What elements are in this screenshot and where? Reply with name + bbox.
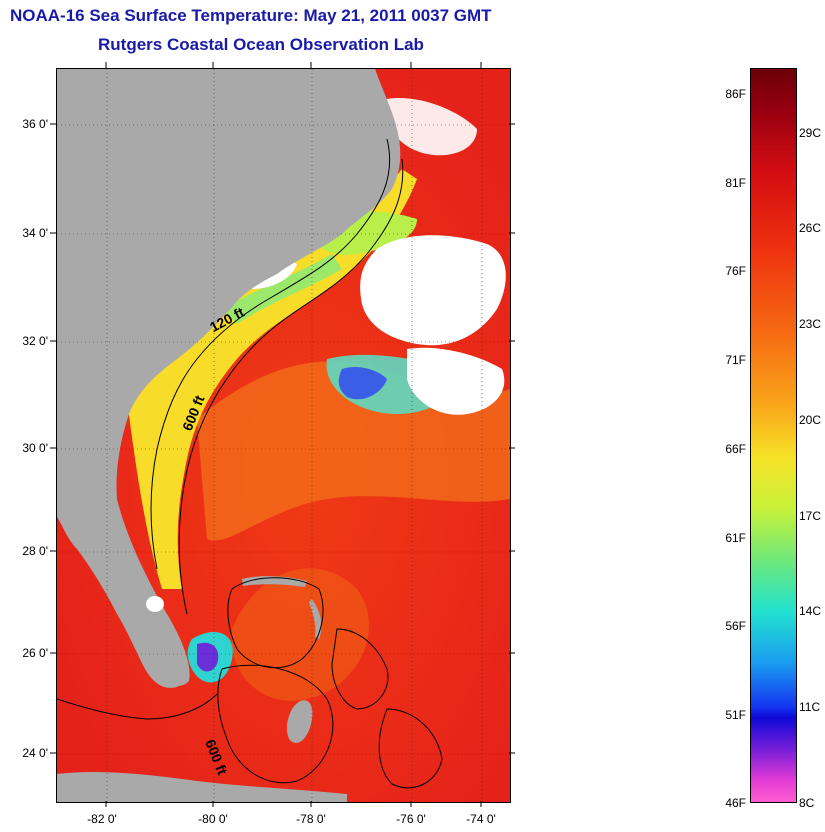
bahamas-bank-contour-2: [217, 664, 334, 784]
lon-label: -80 0': [198, 812, 228, 826]
colorbar-f-label: 51F: [725, 708, 746, 722]
colorbar-f-label: 66F: [725, 442, 746, 456]
land-us: [57, 69, 401, 688]
colorbar-f-label: 56F: [725, 619, 746, 633]
bahamas-bank-contour-3: [331, 628, 389, 710]
sst-map: 120 ft 600 ft 600 ft: [56, 68, 511, 803]
colorbar-c-label: 23C: [799, 317, 822, 331]
chart-subtitle: Rutgers Coastal Ocean Observation Lab: [98, 35, 424, 54]
lat-label: 36 0': [22, 117, 48, 131]
colorbar-c-label: 17C: [799, 509, 822, 523]
colorbar-c-label: 26C: [799, 221, 822, 235]
cloud-2: [407, 347, 505, 415]
colorbar-f-label: 71F: [725, 353, 746, 367]
colorbar-c-label: 20C: [799, 413, 822, 427]
cool-water-patch-5: [197, 642, 219, 672]
cool-water-patch-3: [338, 367, 387, 400]
temperature-colorbar: [750, 68, 797, 803]
cloud-1: [360, 235, 506, 346]
chart-title: NOAA-16 Sea Surface Temperature: May 21,…: [10, 6, 492, 25]
shelf-water-yellow: [127, 169, 417, 589]
warm-eddy: [231, 568, 369, 701]
colorbar-f-label: 86F: [725, 87, 746, 101]
land-andros: [286, 700, 313, 743]
lake-okeechobee: [146, 596, 164, 612]
isobath-600ft: [178, 158, 404, 615]
lat-label: 28 0': [22, 544, 48, 558]
isobath-120ft: [150, 138, 391, 570]
bahamas-bank-contour-1: [227, 577, 324, 669]
colorbar-c-label: 11C: [799, 700, 821, 714]
bahamas-bank-contour-4: [378, 708, 443, 789]
lat-label: 32 0': [22, 334, 48, 348]
lat-label: 26 0': [22, 646, 48, 660]
lat-label: 30 0': [22, 441, 48, 455]
lat-label: 24 0': [22, 746, 48, 760]
colorbar-f-label: 76F: [725, 264, 746, 278]
lat-label: 34 0': [22, 226, 48, 240]
lon-label: -82 0': [87, 812, 117, 826]
shelf-water-green: [222, 254, 342, 324]
colorbar-f-label: 81F: [725, 176, 746, 190]
colorbar-c-label: 14C: [799, 604, 822, 618]
lon-label: -76 0': [396, 812, 426, 826]
sst-map-image: [57, 69, 510, 802]
isobath-florida-south: [57, 693, 218, 720]
colorbar-f-label: 46F: [725, 796, 746, 810]
colorbar-f-label: 61F: [725, 531, 746, 545]
colorbar-c-label: 29C: [799, 126, 822, 140]
land-cuba: [57, 771, 347, 802]
lon-label: -78 0': [296, 812, 326, 826]
colorbar-c-label: 8C: [799, 796, 815, 810]
cloud-4: [386, 98, 477, 156]
land-florida: [107, 499, 190, 686]
lon-label: -74 0': [466, 812, 496, 826]
